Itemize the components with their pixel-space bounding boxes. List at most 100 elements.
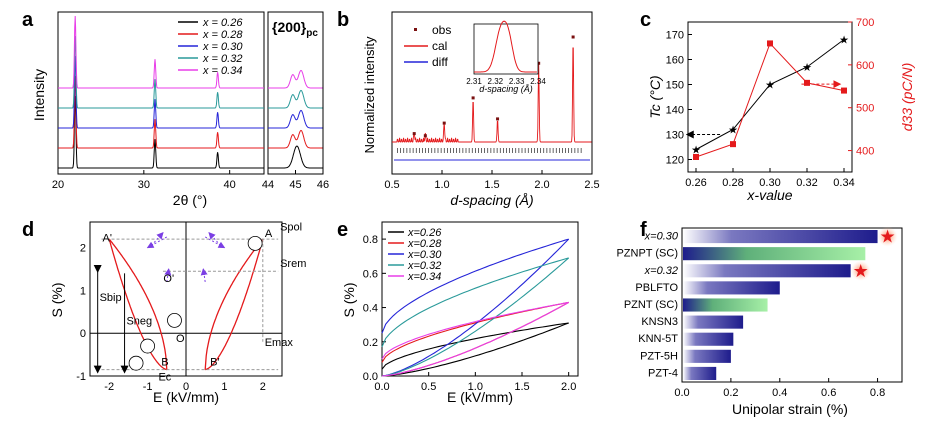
panel-c-marker-d33 [767,40,773,47]
panel-b-inset-tick-label: 2.32 [488,77,504,86]
panel-f-category-label: KNN-5T [638,333,678,345]
panel-e-loop-up-x=0.26 [381,322,569,377]
panel-c-ylabel-right: d33 (pC/N) [899,63,915,131]
panel-f-xtick-label: 0.8 [870,387,885,399]
panel-f-category-label: PBLFTO [635,282,678,294]
panel-e-legend-label: x=0.30 [407,249,442,261]
panel-f-star-glow [877,226,898,247]
panel-a-frame [57,11,265,175]
panel-d-annotation-A_prime: A' [103,232,112,244]
panel-c-marker-d33 [693,154,699,160]
panel-b-obs-point [471,96,475,100]
panel-c-ytick-right-label: 600 [856,60,874,72]
panel-d-annotation-A: A [265,228,273,240]
panel-d-annotation-O_prime: O' [163,273,174,285]
panel-b-legend-label: obs [432,23,451,37]
panel-c-marker-d33 [730,141,736,148]
panel-a-legend-label: x = 0.26 [202,17,243,29]
panel-f-bar-PZT-5H [683,349,731,363]
panel-f-star-glow [850,260,871,281]
panel-e-legend-label: x=0.28 [407,238,442,250]
panel-a-legend: x = 0.26x = 0.28x = 0.30x = 0.32x = 0.34 [178,17,243,77]
panel-b-legend-label: cal [432,39,447,53]
panel-c-ylabel-left: Tc (°C) [647,75,663,118]
panel-f-xtick-label: 0.0 [674,387,689,399]
panel-d-loop-branch [205,238,264,371]
panel-b-inset-tick-label: 2.31 [466,77,482,86]
panel-c-xtick-label: 0.28 [722,177,743,189]
panel-a-ticks: 20 30 40 44 45 46 [52,170,329,191]
panel-a-trace-0.26 [58,95,264,169]
panel-f-bar-PBLFTO [683,281,780,295]
panel-a-inset-trace [268,69,323,89]
panel-b-obs-point [496,117,500,121]
panel-d-annotation-Srem: Srem [280,258,306,270]
panel-c-xlabel: x-value [746,187,792,203]
panel-c-ytick-left-label: 170 [666,30,684,42]
panel-c-label: c [640,9,651,31]
panel-f-star-icon: ★ [853,261,869,281]
panel-b-xtick-label: 2.0 [534,179,549,191]
panel-c-marker-tc: ★ [691,145,701,157]
panel-c-marker-d33 [841,87,847,94]
panel-c-ytick-left-label: 130 [666,130,684,142]
panel-e-ytick-label: 0.4 [363,303,378,315]
panel-e-frame [381,221,579,377]
panel-d-loop-branch [204,238,264,370]
panel-b-obs-point [442,121,446,125]
panel-d-loop-branch [108,238,168,370]
panel-f-frame [681,227,903,383]
panel-d-xtick-label: 0 [183,381,189,393]
panel-b-xtick-label: 1.0 [434,179,449,191]
panel-d-ytick-label: 2 [80,243,86,255]
panel-d-xtick-label: 1 [221,381,227,393]
panel-d-annotation-Spol: Spol [280,222,302,234]
panel-d: -2 -1 0 1 2 -1 0 1 2 A A' B B′ O O' Spol Srem Sbip Sneg Ec E… [49,221,306,405]
panel-a-inset-trace [268,145,323,169]
panel-d-label: d [22,219,34,241]
panel-a-legend-label: x = 0.30 [202,41,243,53]
panel-a-inset-xtick-label: 44 [262,179,274,191]
panel-f: 0.0 0.2 0.4 0.6 0.8 x=0.30 ★ PZNPT (SC) x=0.32 ★ P… [616,226,903,417]
panel-f-bar-KNSN3 [683,315,744,329]
panel-b-obs-point [412,132,416,136]
panel-d-direction-arrow [208,231,221,246]
panel-c-ytick-right-label: 400 [856,146,874,158]
panel-b-xtick-label: 0.5 [384,179,399,191]
panel-b-legend: obs cal diff [404,23,451,69]
panel-c-line-Tc [695,39,845,150]
panel-c-xtick-label: 0.26 [685,177,706,189]
panel-d-xtick-label: 2 [260,381,266,393]
panel-e-ytick-label: 0.0 [363,371,378,383]
panel-e-xtick-label: 0.0 [374,381,389,393]
panel-f-bar-x=0.30 [683,230,878,244]
panel-c-ytick-left-label: 150 [666,80,684,92]
panel-a-xtick-label: 20 [52,179,64,191]
panel-a-legend-label: x = 0.28 [202,29,243,41]
panel-d-loop-branch [108,238,167,371]
panel-a-inset-title: {200}pc [272,19,318,39]
panel-e-loop-down-x=0.30 [381,238,569,334]
panel-d-annotation-Ec: Ec [158,371,171,383]
panel-d-annotation-B_prime: B′ [210,356,219,368]
panel-a-ylabel: Intensity [31,69,47,121]
panel-e-ytick-label: 0.8 [363,234,378,246]
panel-d-annotation-Sneg: Sneg [126,316,152,328]
panel-f-plot: 0.0 0.2 0.4 0.6 0.8 x=0.30 ★ PZNPT (SC) x=0.32 ★ P… [616,226,898,399]
panel-a: x = 0.26x = 0.28x = 0.30x = 0.32x = 0.34… [31,11,329,208]
panel-b-legend-swatch [414,28,417,31]
panel-f-bar-KNN-5T [683,332,734,346]
panel-e-loop-down-x=0.34 [381,301,569,360]
panel-e-xlabel: E (kV/mm) [447,389,513,405]
panel-d-annotation-O: O [176,333,185,345]
panel-d-ytick-label: 1 [80,285,86,297]
panel-c-xtick-label: 0.32 [796,177,817,189]
panel-d-ytick-label: 0 [80,328,86,340]
panel-e-legend-label: x=0.32 [407,260,441,272]
panel-f-category-label: PZT-5H [640,350,678,362]
panel-f-category-label: x=0.32 [644,265,678,277]
panel-c-ytick-right-label: 700 [856,17,874,29]
panel-b-ticks: 0.5 1.0 1.5 2.0 2.5 [384,170,600,191]
panel-d-annotation-B: B [161,356,168,368]
